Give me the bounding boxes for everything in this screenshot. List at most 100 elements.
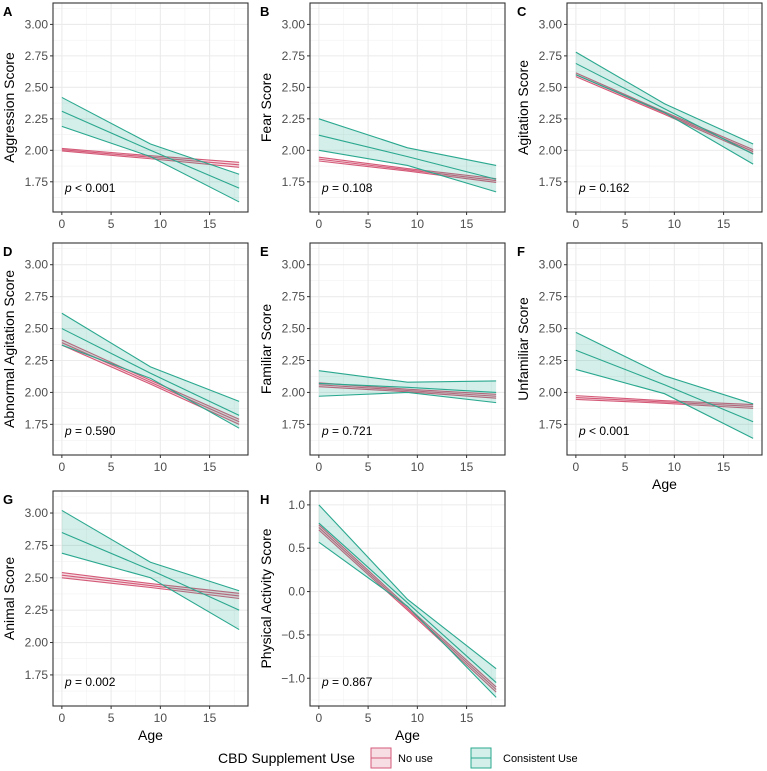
x-tick-label: 5 xyxy=(622,460,629,474)
p-value: p = 0.721 xyxy=(321,424,373,438)
panel-g: 1.75 2.00 2.25 2.50 2.75 3.00 0 5 10 15 G Animal Sc… xyxy=(1,490,249,743)
x-tick-label: 0 xyxy=(573,217,580,231)
y-tick-label: 2.75 xyxy=(282,290,306,304)
legend-title: CBD Supplement Use xyxy=(218,750,355,766)
y-tick-label: 2.25 xyxy=(539,112,563,126)
y-axis-label: Aggression Score xyxy=(1,52,17,163)
panel-border xyxy=(52,2,249,213)
y-tick-label: 2.50 xyxy=(25,571,49,585)
y-tick-label: 3.00 xyxy=(282,258,306,272)
x-tick-label: 0 xyxy=(59,217,66,231)
panel-letter: C xyxy=(517,4,527,19)
consistent-use-lower-line xyxy=(575,74,754,165)
x-tick-label: 10 xyxy=(668,460,682,474)
y-tick-label: 2.25 xyxy=(282,353,306,367)
plot-background xyxy=(567,3,762,212)
x-axis-label: Age xyxy=(652,476,677,492)
x-tick-label: 10 xyxy=(154,217,168,231)
consistent-use-lower-line xyxy=(61,125,240,203)
panel-letter: F xyxy=(517,244,525,259)
plot-background xyxy=(53,3,248,212)
no-use-upper-line xyxy=(575,395,754,406)
panel-border xyxy=(309,2,506,213)
no-use-lower-line xyxy=(61,577,240,600)
panel-border xyxy=(309,242,506,456)
y-tick-label: 2.00 xyxy=(25,636,49,650)
plot-background xyxy=(53,243,248,455)
x-axis-label: Age xyxy=(395,727,420,743)
consistent-use-upper-line xyxy=(318,118,497,166)
y-tick-label: 2.50 xyxy=(282,322,306,336)
x-tick-label: 0 xyxy=(59,711,66,725)
consistent-use-fit-line xyxy=(61,531,240,611)
panel-border xyxy=(566,2,763,213)
y-tick-label: 2.00 xyxy=(282,385,306,399)
y-tick-label: 2.25 xyxy=(282,112,306,126)
p-symbol: p xyxy=(578,181,586,195)
y-tick-label: 2.75 xyxy=(25,49,49,63)
p-value-text: = 0.721 xyxy=(329,424,373,438)
x-tick-label: 5 xyxy=(365,711,372,725)
no-use-fit-line xyxy=(61,149,240,166)
panel-f: 1.75 2.00 2.25 2.50 2.75 3.00 0 5 10 15 F Unfamilia… xyxy=(515,242,763,492)
no-use-lower-line xyxy=(575,398,754,409)
x-tick-label: 0 xyxy=(316,711,323,725)
p-symbol: p xyxy=(321,424,329,438)
plot-background xyxy=(53,491,248,706)
consistent-use-fit-line xyxy=(318,522,497,684)
y-tick-label: 2.50 xyxy=(25,80,49,94)
panel-letter: G xyxy=(3,492,13,507)
x-tick-label: 0 xyxy=(316,217,323,231)
panel-border xyxy=(52,490,249,707)
no-use-upper-line xyxy=(318,156,497,180)
p-symbol: p xyxy=(321,181,329,195)
y-tick-label: 2.00 xyxy=(25,143,49,157)
consistent-use-upper-line xyxy=(61,312,240,402)
no-use-upper-line xyxy=(61,572,240,594)
consistent-use-fit-line xyxy=(61,328,240,416)
p-symbol: p xyxy=(578,424,586,438)
y-tick-label: 2.00 xyxy=(539,143,563,157)
y-axis-label: Unfamiliar Score xyxy=(515,297,531,401)
x-tick-label: 5 xyxy=(365,460,372,474)
consistent-use-fit-line xyxy=(318,134,497,180)
y-tick-label: 2.25 xyxy=(25,353,49,367)
panel-letter: A xyxy=(3,4,13,19)
p-value: p = 0.867 xyxy=(321,675,373,689)
x-tick-label: 5 xyxy=(365,217,372,231)
x-tick-label: 10 xyxy=(154,711,168,725)
y-tick-label: 2.75 xyxy=(539,290,563,304)
no-use-fit-line xyxy=(61,574,240,597)
x-tick-label: 15 xyxy=(203,217,217,231)
plot-background xyxy=(567,243,762,455)
panel-d: 1.75 2.00 2.25 2.50 2.75 3.00 0 5 10 15 D Abnormal … xyxy=(1,242,249,474)
consistent-use-upper-line xyxy=(575,51,754,145)
y-axis-label: Agitation Score xyxy=(515,60,531,155)
y-tick-label: 1.75 xyxy=(282,417,306,431)
p-symbol: p xyxy=(64,675,72,689)
y-tick-label: 2.00 xyxy=(539,385,563,399)
y-tick-label: 0.5 xyxy=(288,541,305,555)
confidence-band-consistent-use xyxy=(61,313,240,429)
consistent-use-lower-line xyxy=(575,368,754,439)
x-tick-label: 5 xyxy=(108,711,115,725)
panel-border xyxy=(52,242,249,456)
legend-key-consistent-use: Consistent Use xyxy=(470,747,578,769)
p-value-text: = 0.002 xyxy=(72,675,116,689)
y-tick-label: 1.75 xyxy=(539,175,563,189)
y-tick-label: 2.75 xyxy=(25,538,49,552)
y-axis-label: Abnormal Agitation Score xyxy=(1,270,17,428)
no-use-lower-line xyxy=(318,529,497,693)
x-tick-label: 15 xyxy=(717,217,731,231)
x-tick-label: 0 xyxy=(316,460,323,474)
panel-letter: H xyxy=(260,492,269,507)
legend-label: No use xyxy=(398,753,433,765)
x-tick-label: 0 xyxy=(573,460,580,474)
p-value-text: = 0.867 xyxy=(329,675,373,689)
x-tick-label: 10 xyxy=(668,217,682,231)
y-tick-label: 1.75 xyxy=(282,175,306,189)
consistent-use-upper-line xyxy=(61,96,240,175)
y-tick-label: 2.00 xyxy=(282,143,306,157)
panel-border xyxy=(309,490,506,707)
